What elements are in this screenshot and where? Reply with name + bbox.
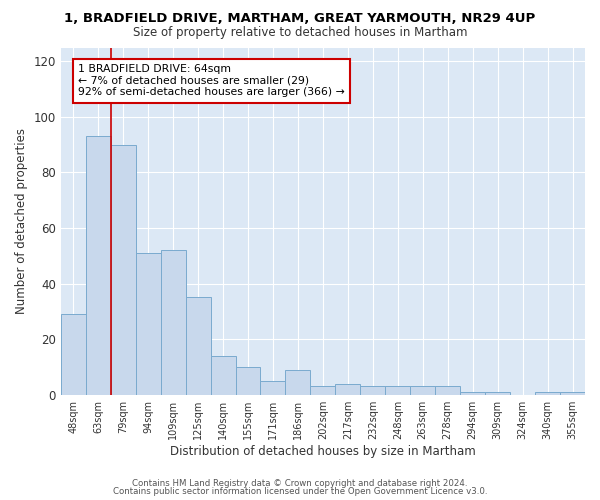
Bar xyxy=(460,392,485,394)
Bar xyxy=(136,253,161,394)
Bar xyxy=(435,386,460,394)
Text: 1 BRADFIELD DRIVE: 64sqm
← 7% of detached houses are smaller (29)
92% of semi-de: 1 BRADFIELD DRIVE: 64sqm ← 7% of detache… xyxy=(78,64,345,98)
Bar xyxy=(535,392,560,394)
Bar xyxy=(361,386,385,394)
Text: 1, BRADFIELD DRIVE, MARTHAM, GREAT YARMOUTH, NR29 4UP: 1, BRADFIELD DRIVE, MARTHAM, GREAT YARMO… xyxy=(64,12,536,26)
Bar xyxy=(211,356,236,395)
Bar xyxy=(335,384,361,394)
Bar xyxy=(385,386,410,394)
Text: Contains public sector information licensed under the Open Government Licence v3: Contains public sector information licen… xyxy=(113,487,487,496)
Bar xyxy=(260,381,286,394)
Bar xyxy=(86,136,111,394)
X-axis label: Distribution of detached houses by size in Martham: Distribution of detached houses by size … xyxy=(170,444,476,458)
Bar xyxy=(161,250,185,394)
Bar xyxy=(410,386,435,394)
Bar xyxy=(236,367,260,394)
Bar xyxy=(185,298,211,394)
Bar xyxy=(111,144,136,394)
Text: Size of property relative to detached houses in Martham: Size of property relative to detached ho… xyxy=(133,26,467,39)
Bar xyxy=(310,386,335,394)
Text: Contains HM Land Registry data © Crown copyright and database right 2024.: Contains HM Land Registry data © Crown c… xyxy=(132,478,468,488)
Bar xyxy=(61,314,86,394)
Bar xyxy=(286,370,310,394)
Bar xyxy=(560,392,585,394)
Bar xyxy=(485,392,510,394)
Y-axis label: Number of detached properties: Number of detached properties xyxy=(15,128,28,314)
